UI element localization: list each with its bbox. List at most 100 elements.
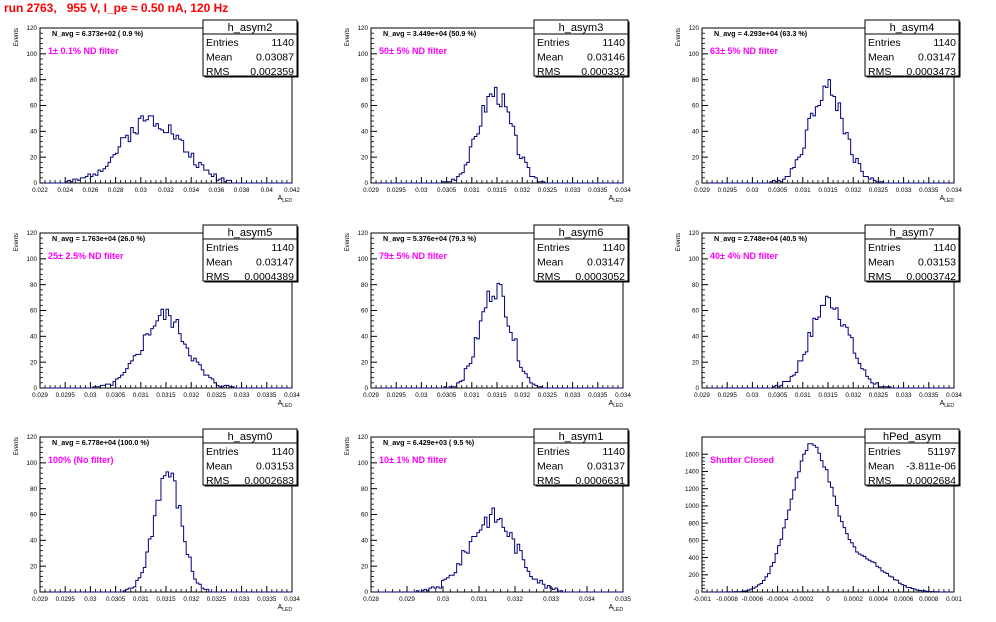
stats-value-rms: 0.0006631 (575, 475, 625, 487)
filter-label: 63± 5% ND filter (710, 46, 778, 56)
x-tick-label: 0.0325 (538, 392, 558, 399)
y-tick-label: 100 (26, 256, 37, 263)
y-tick-label: 60 (361, 512, 369, 519)
histogram-line (702, 443, 954, 593)
stats-value-entries: 1140 (933, 37, 956, 49)
y-tick-label: 400 (688, 555, 699, 562)
x-tick-label: 0.0325 (207, 392, 227, 399)
y-axis-title: Events (14, 437, 20, 455)
filter-label: 25± 2.5% ND filter (48, 251, 124, 261)
stats-key-mean: Mean (868, 52, 894, 64)
y-tick-label: 0 (695, 385, 699, 392)
x-tick-label: 0.0295 (387, 187, 407, 194)
filter-label: Shutter Closed (710, 455, 774, 465)
stats-box (202, 428, 298, 486)
y-tick-label: 40 (361, 334, 369, 341)
x-tick-label: 0.0335 (257, 392, 277, 399)
y-tick-label: 20 (30, 359, 38, 366)
x-tick-label: 0.0315 (487, 392, 507, 399)
stats-title: h_asym7 (890, 227, 935, 239)
x-tick-label: 0.024 (57, 187, 73, 194)
x-tick-label: 0.032 (183, 596, 199, 603)
x-tick-label: 0.032 (845, 187, 861, 194)
y-tick-label: 60 (361, 308, 369, 315)
stats-value-mean: 0.03153 (256, 461, 294, 473)
x-tick-label: 0.031 (133, 596, 149, 603)
x-axis-title: ALED (940, 400, 955, 409)
y-tick-label: 120 (688, 230, 699, 237)
x-tick-label: 0.0295 (56, 596, 76, 603)
stats-value-mean: 0.03087 (256, 52, 294, 64)
x-tick-label: 0.033 (234, 392, 250, 399)
x-axis-title: ALED (940, 195, 955, 204)
x-axis-title: ALED (609, 195, 624, 204)
y-tick-label: 20 (30, 154, 38, 161)
y-tick-label: 0 (695, 180, 699, 187)
stats-value-entries: 1140 (271, 242, 294, 254)
x-tick-label: 0.032 (507, 596, 523, 603)
stats-key-rms: RMS (206, 66, 229, 78)
x-tick-label: 0.038 (234, 187, 250, 194)
panel-hPed_asym: -0.001 -0.0008 -0.0006 -0.0004 -0.0002 0 0.000… (685, 428, 962, 603)
stats-key-rms: RMS (206, 475, 229, 487)
x-tick-label: 0.03 (415, 187, 428, 194)
y-tick-label: 40 (30, 334, 38, 341)
y-tick-label: 60 (30, 308, 38, 315)
x-tick-label: 0.0315 (156, 596, 176, 603)
y-tick-label: 100 (26, 51, 37, 58)
stats-key-entries: Entries (206, 37, 239, 49)
y-tick-label: 0 (33, 589, 37, 596)
x-tick-label: 0.036 (209, 187, 225, 194)
navg-annotation: N_avg = 5.376e+04 (79.3 %) (383, 234, 477, 243)
y-tick-label: 120 (26, 434, 37, 441)
panel-h_asym4: 0.029 0.0295 0.03 0.0305 0.031 0.0315 0.032 0.0… (676, 19, 962, 204)
stats-value-mean: 0.03137 (587, 461, 625, 473)
filter-label: 40± 4% ND filter (710, 251, 778, 261)
stats-value-entries: 1140 (271, 446, 294, 458)
stats-key-rms: RMS (868, 66, 891, 78)
x-tick-label: 0.0335 (919, 187, 939, 194)
x-tick-label: 0.034 (946, 392, 962, 399)
x-tick-label: 0.029 (694, 187, 710, 194)
stats-key-entries: Entries (537, 37, 570, 49)
x-tick-label: 0 (826, 596, 830, 603)
histogram-line (371, 86, 623, 184)
x-tick-label: 0.031 (464, 187, 480, 194)
y-tick-label: 0 (364, 385, 368, 392)
stats-value-entries: 1140 (933, 242, 956, 254)
y-tick-label: 100 (357, 51, 368, 58)
stats-key-rms: RMS (206, 271, 229, 283)
x-tick-label: 0.029 (363, 392, 379, 399)
stats-value-mean: 0.03153 (918, 257, 956, 269)
stats-box (533, 428, 629, 486)
x-tick-label: 0.03 (437, 596, 450, 603)
x-tick-label: 0.001 (946, 596, 962, 603)
stats-box (533, 224, 629, 282)
histogram-line (40, 471, 292, 593)
x-tick-label: -0.001 (693, 596, 711, 603)
y-tick-label: 1600 (685, 451, 700, 458)
x-tick-label: 0.033 (234, 596, 250, 603)
stats-key-rms: RMS (537, 66, 560, 78)
stats-key-mean: Mean (206, 461, 232, 473)
x-axis-title: ALED (609, 604, 624, 613)
filter-label: 1± 0.1% ND filter (48, 46, 119, 56)
y-tick-label: 0 (33, 180, 37, 187)
y-tick-label: 40 (692, 129, 700, 136)
stats-value-rms: 0.0002683 (244, 475, 294, 487)
x-tick-label: -0.0004 (767, 596, 789, 603)
stats-value-rms: 0.0004389 (244, 271, 294, 283)
y-tick-label: 100 (357, 460, 368, 467)
y-tick-label: 600 (688, 538, 699, 545)
run-title: run 2763, 955 V, I_pe ≈ 0.50 nA, 120 Hz (4, 1, 229, 15)
x-tick-label: 0.0325 (538, 187, 558, 194)
histogram-line (40, 308, 292, 389)
x-tick-label: 0.033 (565, 187, 581, 194)
stats-title: h_asym0 (228, 431, 273, 443)
stats-value-rms: 0.0003742 (906, 271, 956, 283)
y-tick-label: 0 (695, 589, 699, 596)
x-tick-label: 0.029 (399, 596, 415, 603)
navg-annotation: N_avg = 6.429e+03 ( 9.5 %) (383, 438, 475, 447)
x-tick-label: 0.033 (543, 596, 559, 603)
y-tick-label: 20 (361, 359, 369, 366)
